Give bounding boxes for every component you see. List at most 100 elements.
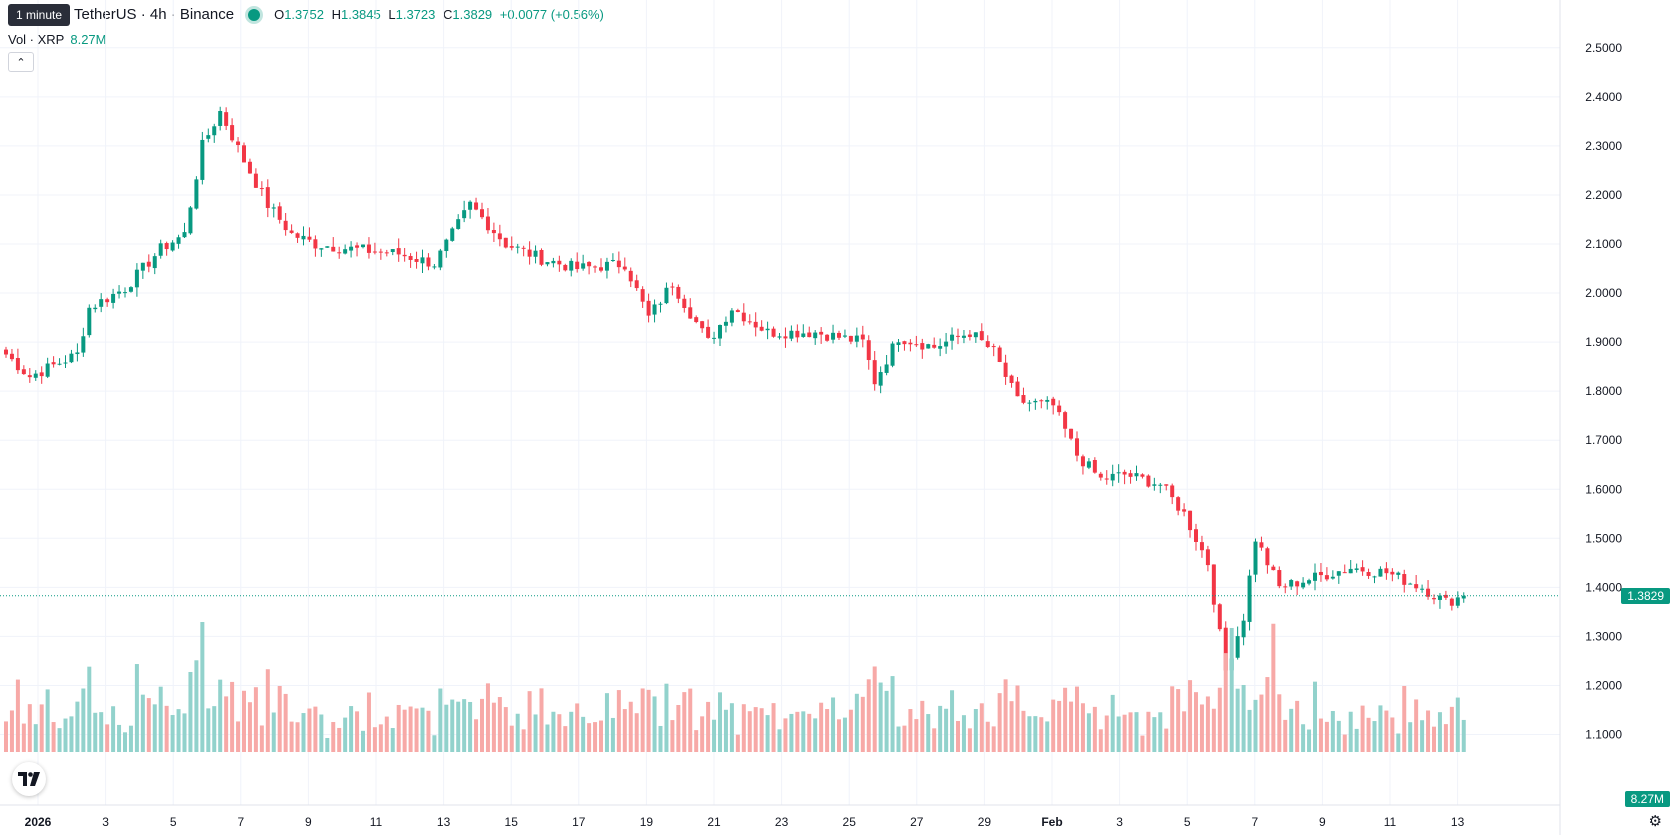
candle-body [1128,473,1133,477]
candle-body [1366,572,1371,576]
candle-body [759,326,764,331]
candle-body [1098,473,1103,478]
candle-body [634,280,639,289]
candle-body [259,188,264,190]
volume-bar [545,724,550,752]
collapse-legend-button[interactable]: ⌃ [8,52,34,72]
candle-body [658,303,663,305]
volume-bar [1182,711,1187,752]
candle-body [1080,456,1085,467]
candle-body [795,330,800,338]
volume-bar [1366,717,1371,752]
volume-bar [533,714,538,752]
candle-body [1110,473,1115,481]
candle-body [640,289,645,302]
candle-body [688,307,693,319]
gear-icon[interactable]: ⚙ [1648,813,1662,830]
volume-bar [408,706,413,752]
volume-bar [491,702,496,752]
candle-body [878,372,883,386]
candle-body [604,261,609,271]
volume-bar [723,709,728,752]
y-tick-label: 2.2000 [1585,188,1622,202]
candle-body [1426,588,1431,597]
symbol-title[interactable]: TetherUS · 4h · Binance [74,6,235,23]
volume-bar [152,704,157,752]
volume-bar [700,716,705,752]
candle-body [1354,568,1359,570]
candle-body [63,362,68,364]
volume-bar [426,710,431,752]
candle-body [908,342,913,345]
volume-bar [926,714,931,752]
volume-bar [1217,687,1222,752]
candle-body [890,343,895,366]
candle-body [1140,474,1145,477]
candle-body [503,237,508,248]
volume-bar [1122,714,1127,752]
volume-bar [628,701,633,752]
volume-bar [783,718,788,752]
volume-bar [474,719,479,752]
volume-bar [265,669,270,752]
volume-bar [1241,684,1246,752]
volume-bar [462,699,467,752]
candle-body [1217,604,1222,630]
candle-body [700,321,705,329]
volume-bar [914,719,919,752]
volume-bar [950,690,955,752]
candle-body [985,341,990,348]
candle-body [1152,484,1157,486]
candle-body [69,353,74,363]
y-tick-label: 1.2000 [1585,678,1622,692]
candle-body [378,251,383,253]
candle-body [842,335,847,337]
volume-bar [1194,692,1198,752]
candle-body [557,260,562,265]
volume-bar [1402,685,1407,752]
volume-bar [771,703,776,752]
volume-bar [99,712,104,752]
candle-body [247,161,252,174]
volume-bar [795,711,800,752]
volume-bar [1384,710,1389,752]
candle-body [848,335,853,342]
candle-body [1075,438,1079,456]
candle-body [1348,568,1353,574]
candle-body [1241,620,1246,638]
volume-bar [819,702,824,752]
volume-bar [1199,704,1204,752]
candle-body [194,179,199,209]
volume-bar [658,725,663,752]
volume-bar [807,713,812,752]
candle-body [117,291,122,294]
candle-body [1009,375,1014,383]
volume-bar [884,690,889,752]
volume-bar [1152,717,1157,752]
volume-bar [420,707,425,752]
candle-body [27,375,32,378]
candle-body [1318,571,1323,576]
y-tick-label: 1.8000 [1585,384,1622,398]
volume-bar [1414,699,1419,752]
candle-body [1324,575,1329,580]
volume-bar [1461,719,1466,752]
candle-body [860,334,865,340]
volume-label: Vol · XRP [8,32,65,47]
volume-bar [1390,717,1395,752]
candle-body [1461,595,1466,599]
volume-bar [604,693,609,752]
tradingview-logo-icon[interactable] [12,762,46,796]
volume-bar [1051,699,1056,752]
candle-body [1455,597,1460,606]
volume-bar [301,713,306,752]
volume-bar [212,706,217,752]
candle-body [1199,542,1204,551]
candle-body [1384,568,1389,574]
volume-bar [1116,716,1121,752]
volume-bar [1336,720,1341,752]
volume-bar [271,712,276,752]
candle-body [807,332,812,338]
candle-body [747,321,752,323]
